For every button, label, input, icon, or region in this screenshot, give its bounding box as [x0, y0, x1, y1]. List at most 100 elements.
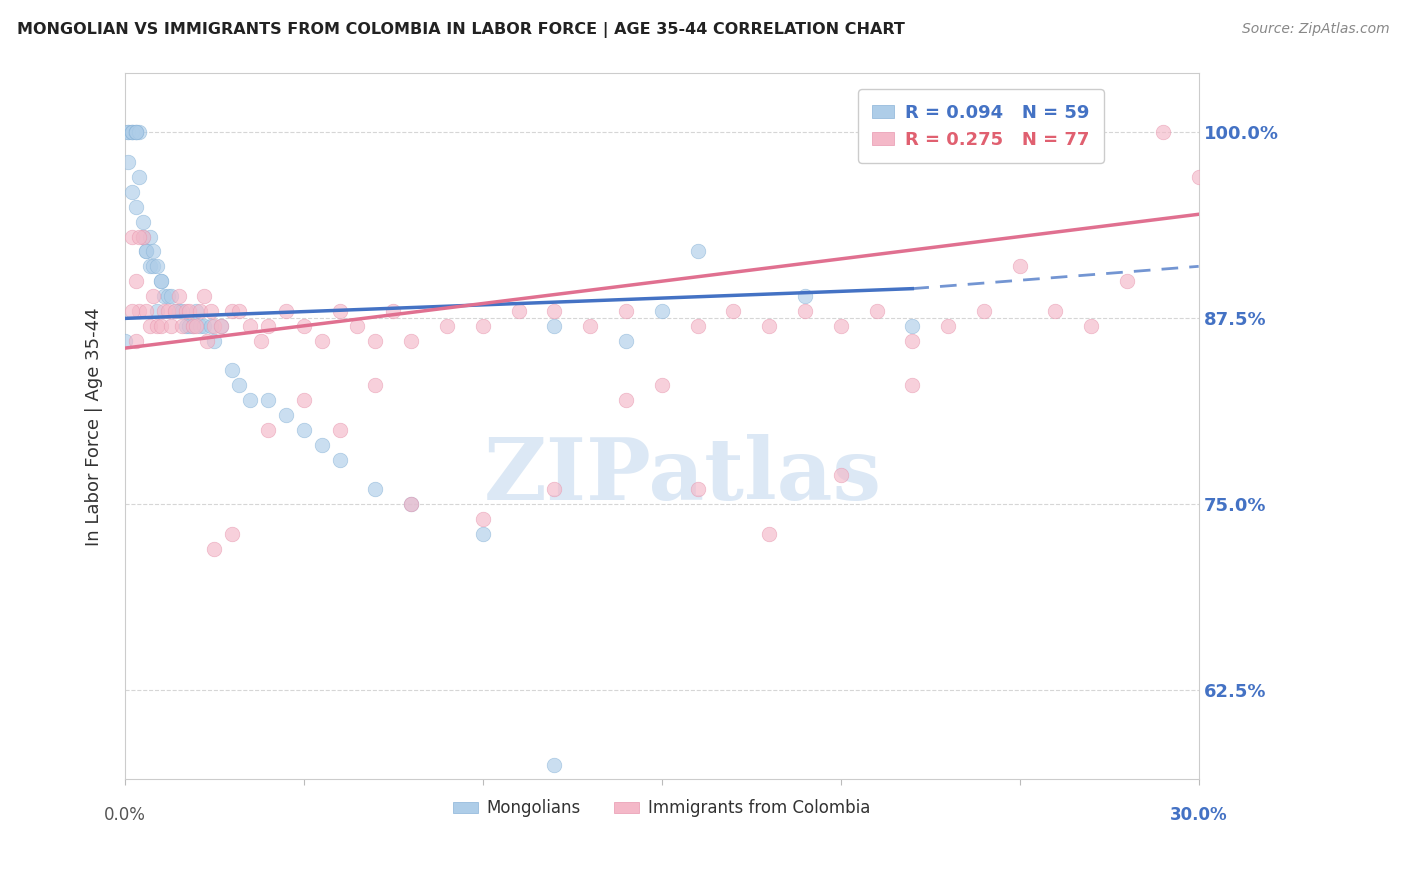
Point	[508, 304, 530, 318]
Point	[149, 274, 172, 288]
Point	[142, 260, 165, 274]
Point	[399, 497, 422, 511]
Point	[901, 318, 924, 333]
Point	[292, 318, 315, 333]
Point	[128, 170, 150, 185]
Point	[830, 467, 852, 482]
Point	[149, 274, 172, 288]
Point	[292, 393, 315, 408]
Point	[202, 334, 225, 348]
Point	[221, 527, 243, 541]
Point	[364, 378, 387, 392]
Point	[200, 304, 222, 318]
Point	[146, 304, 169, 318]
Point	[257, 423, 280, 437]
Text: ZIPatlas: ZIPatlas	[484, 434, 882, 517]
Point	[121, 185, 143, 199]
Point	[117, 155, 139, 169]
Point	[399, 497, 422, 511]
Point	[471, 527, 494, 541]
Point	[132, 229, 155, 244]
Point	[132, 215, 155, 229]
Point	[292, 423, 315, 437]
Point	[311, 334, 333, 348]
Point	[128, 126, 150, 140]
Point	[257, 393, 280, 408]
Point	[651, 378, 673, 392]
Point	[257, 318, 280, 333]
Point	[579, 318, 602, 333]
Point	[193, 289, 215, 303]
Point	[149, 318, 172, 333]
Text: 0.0%: 0.0%	[104, 806, 146, 824]
Point	[228, 378, 250, 392]
Point	[1188, 170, 1211, 185]
Point	[117, 126, 139, 140]
Point	[211, 318, 233, 333]
Point	[221, 363, 243, 377]
Point	[142, 289, 165, 303]
Point	[139, 260, 162, 274]
Point	[188, 304, 211, 318]
Point	[614, 334, 637, 348]
Point	[167, 289, 190, 303]
Point	[614, 393, 637, 408]
Point	[329, 304, 352, 318]
Point	[329, 423, 352, 437]
Point	[543, 483, 565, 497]
Point	[274, 408, 297, 422]
Point	[346, 318, 368, 333]
Point	[723, 304, 745, 318]
Point	[142, 244, 165, 259]
Point	[202, 541, 225, 556]
Legend: Mongolians, Immigrants from Colombia: Mongolians, Immigrants from Colombia	[447, 793, 877, 824]
Text: 30.0%: 30.0%	[1170, 806, 1227, 824]
Point	[132, 229, 155, 244]
Point	[1116, 274, 1139, 288]
Point	[364, 483, 387, 497]
Point	[167, 304, 190, 318]
Point	[172, 318, 194, 333]
Point	[1152, 126, 1174, 140]
Point	[543, 304, 565, 318]
Point	[121, 126, 143, 140]
Point	[250, 334, 273, 348]
Point	[160, 289, 183, 303]
Point	[228, 304, 250, 318]
Point	[614, 304, 637, 318]
Point	[239, 393, 262, 408]
Point	[274, 304, 297, 318]
Point	[651, 304, 673, 318]
Point	[543, 757, 565, 772]
Point	[156, 304, 179, 318]
Text: Source: ZipAtlas.com: Source: ZipAtlas.com	[1241, 22, 1389, 37]
Point	[686, 318, 709, 333]
Point	[128, 304, 150, 318]
Point	[153, 289, 176, 303]
Point	[211, 318, 233, 333]
Point	[193, 318, 215, 333]
Point	[121, 126, 143, 140]
Point	[172, 304, 194, 318]
Point	[471, 512, 494, 526]
Point	[135, 304, 157, 318]
Point	[239, 318, 262, 333]
Point	[163, 304, 186, 318]
Point	[830, 318, 852, 333]
Point	[686, 483, 709, 497]
Point	[758, 527, 780, 541]
Point	[163, 304, 186, 318]
Point	[179, 318, 201, 333]
Point	[117, 126, 139, 140]
Point	[543, 318, 565, 333]
Point	[114, 334, 136, 348]
Point	[1045, 304, 1067, 318]
Point	[973, 304, 995, 318]
Point	[146, 318, 169, 333]
Point	[135, 244, 157, 259]
Point	[936, 318, 959, 333]
Point	[200, 318, 222, 333]
Point	[181, 318, 204, 333]
Point	[758, 318, 780, 333]
Point	[153, 304, 176, 318]
